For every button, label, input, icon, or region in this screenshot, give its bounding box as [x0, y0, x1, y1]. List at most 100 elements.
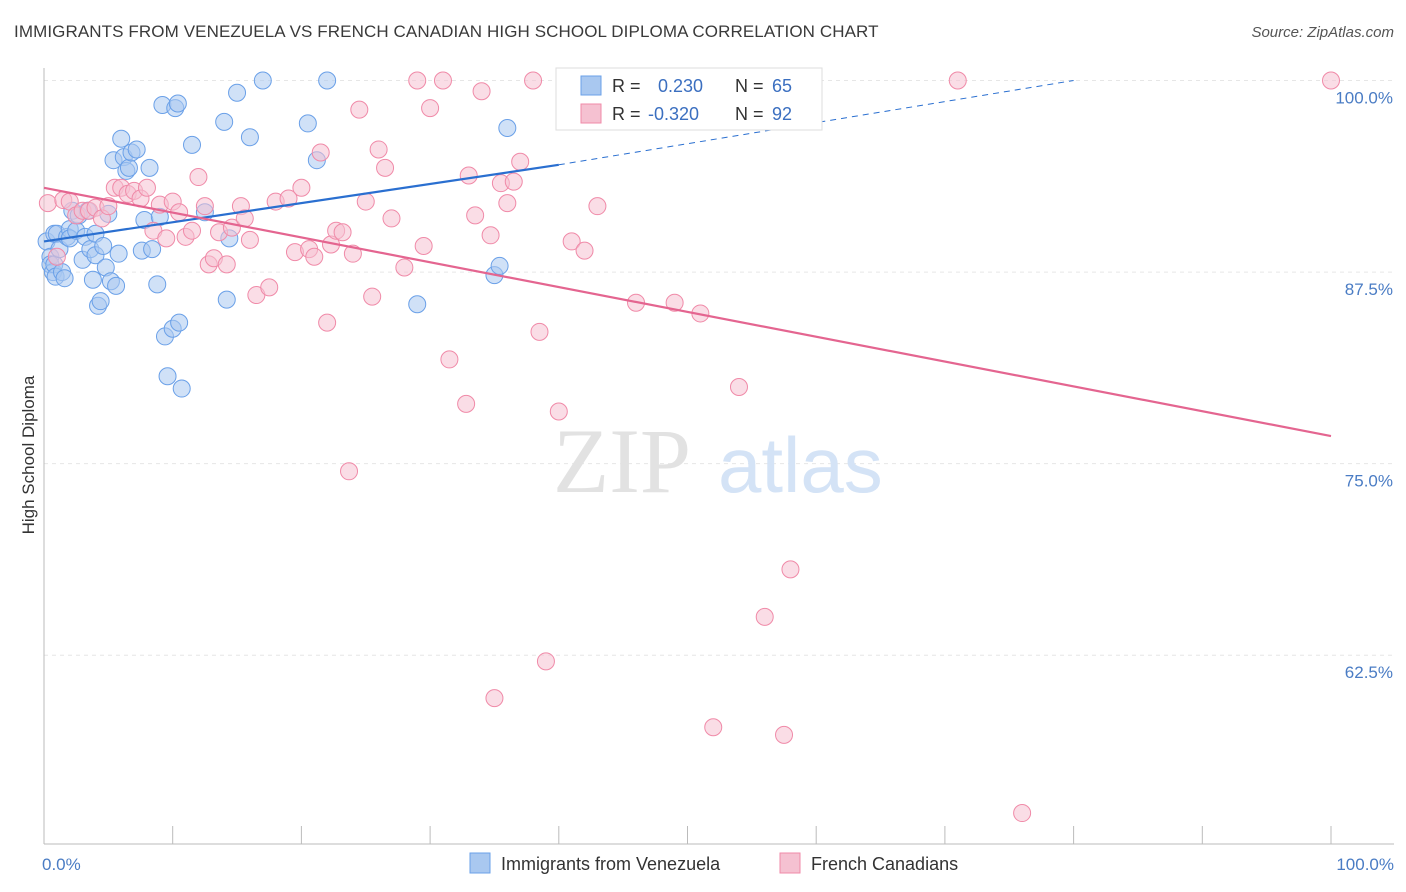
point-french-canadians — [472, 82, 491, 101]
point-french-canadians — [562, 232, 581, 251]
point-french-canadians — [704, 718, 723, 737]
point-venezuela — [183, 135, 202, 154]
point-french-canadians — [481, 226, 500, 245]
point-french-canadians — [195, 197, 214, 216]
point-french-canadians — [549, 402, 568, 421]
point-french-canadians — [157, 229, 176, 248]
stats-legend: R = 0.230 N = 65 R = -0.320 N = 92 — [555, 67, 823, 131]
series-legend-label-venezuela: Immigrants from Venezuela — [501, 854, 721, 874]
point-venezuela — [119, 158, 138, 177]
point-french-canadians — [311, 143, 330, 162]
point-venezuela — [91, 292, 110, 311]
point-french-canadians — [183, 221, 202, 240]
point-french-canadians — [333, 223, 352, 242]
legend-r-value-french-canadians: -0.320 — [648, 104, 699, 124]
point-venezuela — [168, 94, 187, 113]
point-french-canadians — [350, 100, 369, 119]
point-french-canadians — [305, 247, 324, 266]
point-venezuela — [217, 290, 236, 309]
legend-r-label-french-canadians: R = — [612, 104, 641, 124]
legend-n-value-venezuela: 65 — [772, 76, 792, 96]
point-french-canadians — [729, 378, 748, 397]
point-french-canadians — [459, 166, 478, 185]
point-venezuela — [107, 276, 126, 295]
legend-swatch-french-canadians — [580, 103, 602, 124]
point-french-canadians — [137, 178, 156, 197]
point-french-canadians — [340, 462, 359, 481]
point-french-canadians — [775, 725, 794, 744]
point-french-canadians — [189, 168, 208, 187]
point-venezuela — [490, 256, 509, 275]
point-venezuela — [240, 128, 259, 147]
point-french-canadians — [948, 71, 967, 90]
point-french-canadians — [781, 560, 800, 579]
y-tick-labels: 100.0% 87.5% 75.0% 62.5% — [1335, 89, 1393, 683]
series-legend-swatch-french-canadians — [779, 852, 801, 874]
point-venezuela — [109, 244, 128, 263]
point-french-canadians — [217, 255, 236, 274]
trend-line-venezuela-extension — [558, 80, 1074, 166]
point-venezuela — [94, 237, 113, 256]
point-french-canadians — [414, 237, 433, 256]
chart-title: IMMIGRANTS FROM VENEZUELA VS FRENCH CANA… — [14, 22, 879, 41]
watermark-atlas: atlas — [718, 421, 883, 509]
point-french-canadians — [395, 258, 414, 277]
point-french-canadians — [38, 194, 57, 213]
point-french-canadians — [755, 607, 774, 626]
point-french-canadians — [588, 197, 607, 216]
trend-lines — [43, 80, 1332, 438]
point-venezuela — [298, 114, 317, 133]
point-venezuela — [158, 367, 177, 386]
point-french-canadians — [356, 192, 375, 211]
point-french-canadians — [498, 194, 517, 213]
point-venezuela — [127, 140, 146, 159]
point-venezuela — [148, 275, 167, 294]
point-french-canadians — [485, 689, 504, 708]
point-french-canadians — [47, 247, 66, 266]
y-axis-label: High School Diploma — [19, 375, 38, 534]
series-legend-label-french-canadians: French Canadians — [811, 854, 958, 874]
point-venezuela — [143, 240, 162, 259]
point-french-canadians — [1322, 71, 1340, 90]
series-legend: Immigrants from Venezuela French Canadia… — [469, 852, 958, 874]
point-venezuela — [83, 270, 102, 289]
point-venezuela — [140, 158, 159, 177]
gridlines — [44, 80, 1394, 656]
point-french-canadians — [433, 71, 452, 90]
point-french-canadians — [318, 313, 337, 332]
point-venezuela — [498, 119, 517, 138]
point-french-canadians — [511, 152, 530, 171]
legend-swatch-venezuela — [580, 75, 602, 96]
trend-line-venezuela — [43, 163, 559, 243]
data-points — [37, 71, 1340, 823]
point-french-canadians — [240, 230, 259, 249]
point-french-canadians — [369, 140, 388, 159]
legend-r-label-venezuela: R = — [612, 76, 641, 96]
point-french-canadians — [343, 244, 362, 263]
legend-n-value-french-canadians: 92 — [772, 104, 792, 124]
series-legend-swatch-venezuela — [469, 852, 491, 874]
point-french-canadians — [457, 394, 476, 413]
point-french-canadians — [382, 209, 401, 228]
trend-line-french-canadians — [43, 186, 1332, 438]
point-french-canadians — [530, 322, 549, 341]
point-french-canadians — [279, 189, 298, 208]
x-tick-label-min: 0.0% — [42, 855, 81, 874]
chart-source: Source: ZipAtlas.com — [1251, 24, 1394, 41]
point-french-canadians — [466, 206, 485, 225]
point-french-canadians — [524, 71, 543, 90]
point-venezuela — [228, 83, 247, 102]
point-french-canadians — [1013, 804, 1032, 823]
point-french-canadians — [421, 99, 440, 118]
y-tick-label: 87.5% — [1345, 280, 1393, 299]
point-french-canadians — [376, 158, 395, 177]
point-venezuela — [170, 313, 189, 332]
point-venezuela — [55, 269, 74, 288]
point-french-canadians — [665, 293, 684, 312]
point-venezuela — [408, 295, 427, 314]
point-french-canadians — [575, 241, 594, 260]
legend-n-label-venezuela: N = — [735, 76, 764, 96]
point-venezuela — [215, 112, 234, 131]
legend-n-label-french-canadians: N = — [735, 104, 764, 124]
